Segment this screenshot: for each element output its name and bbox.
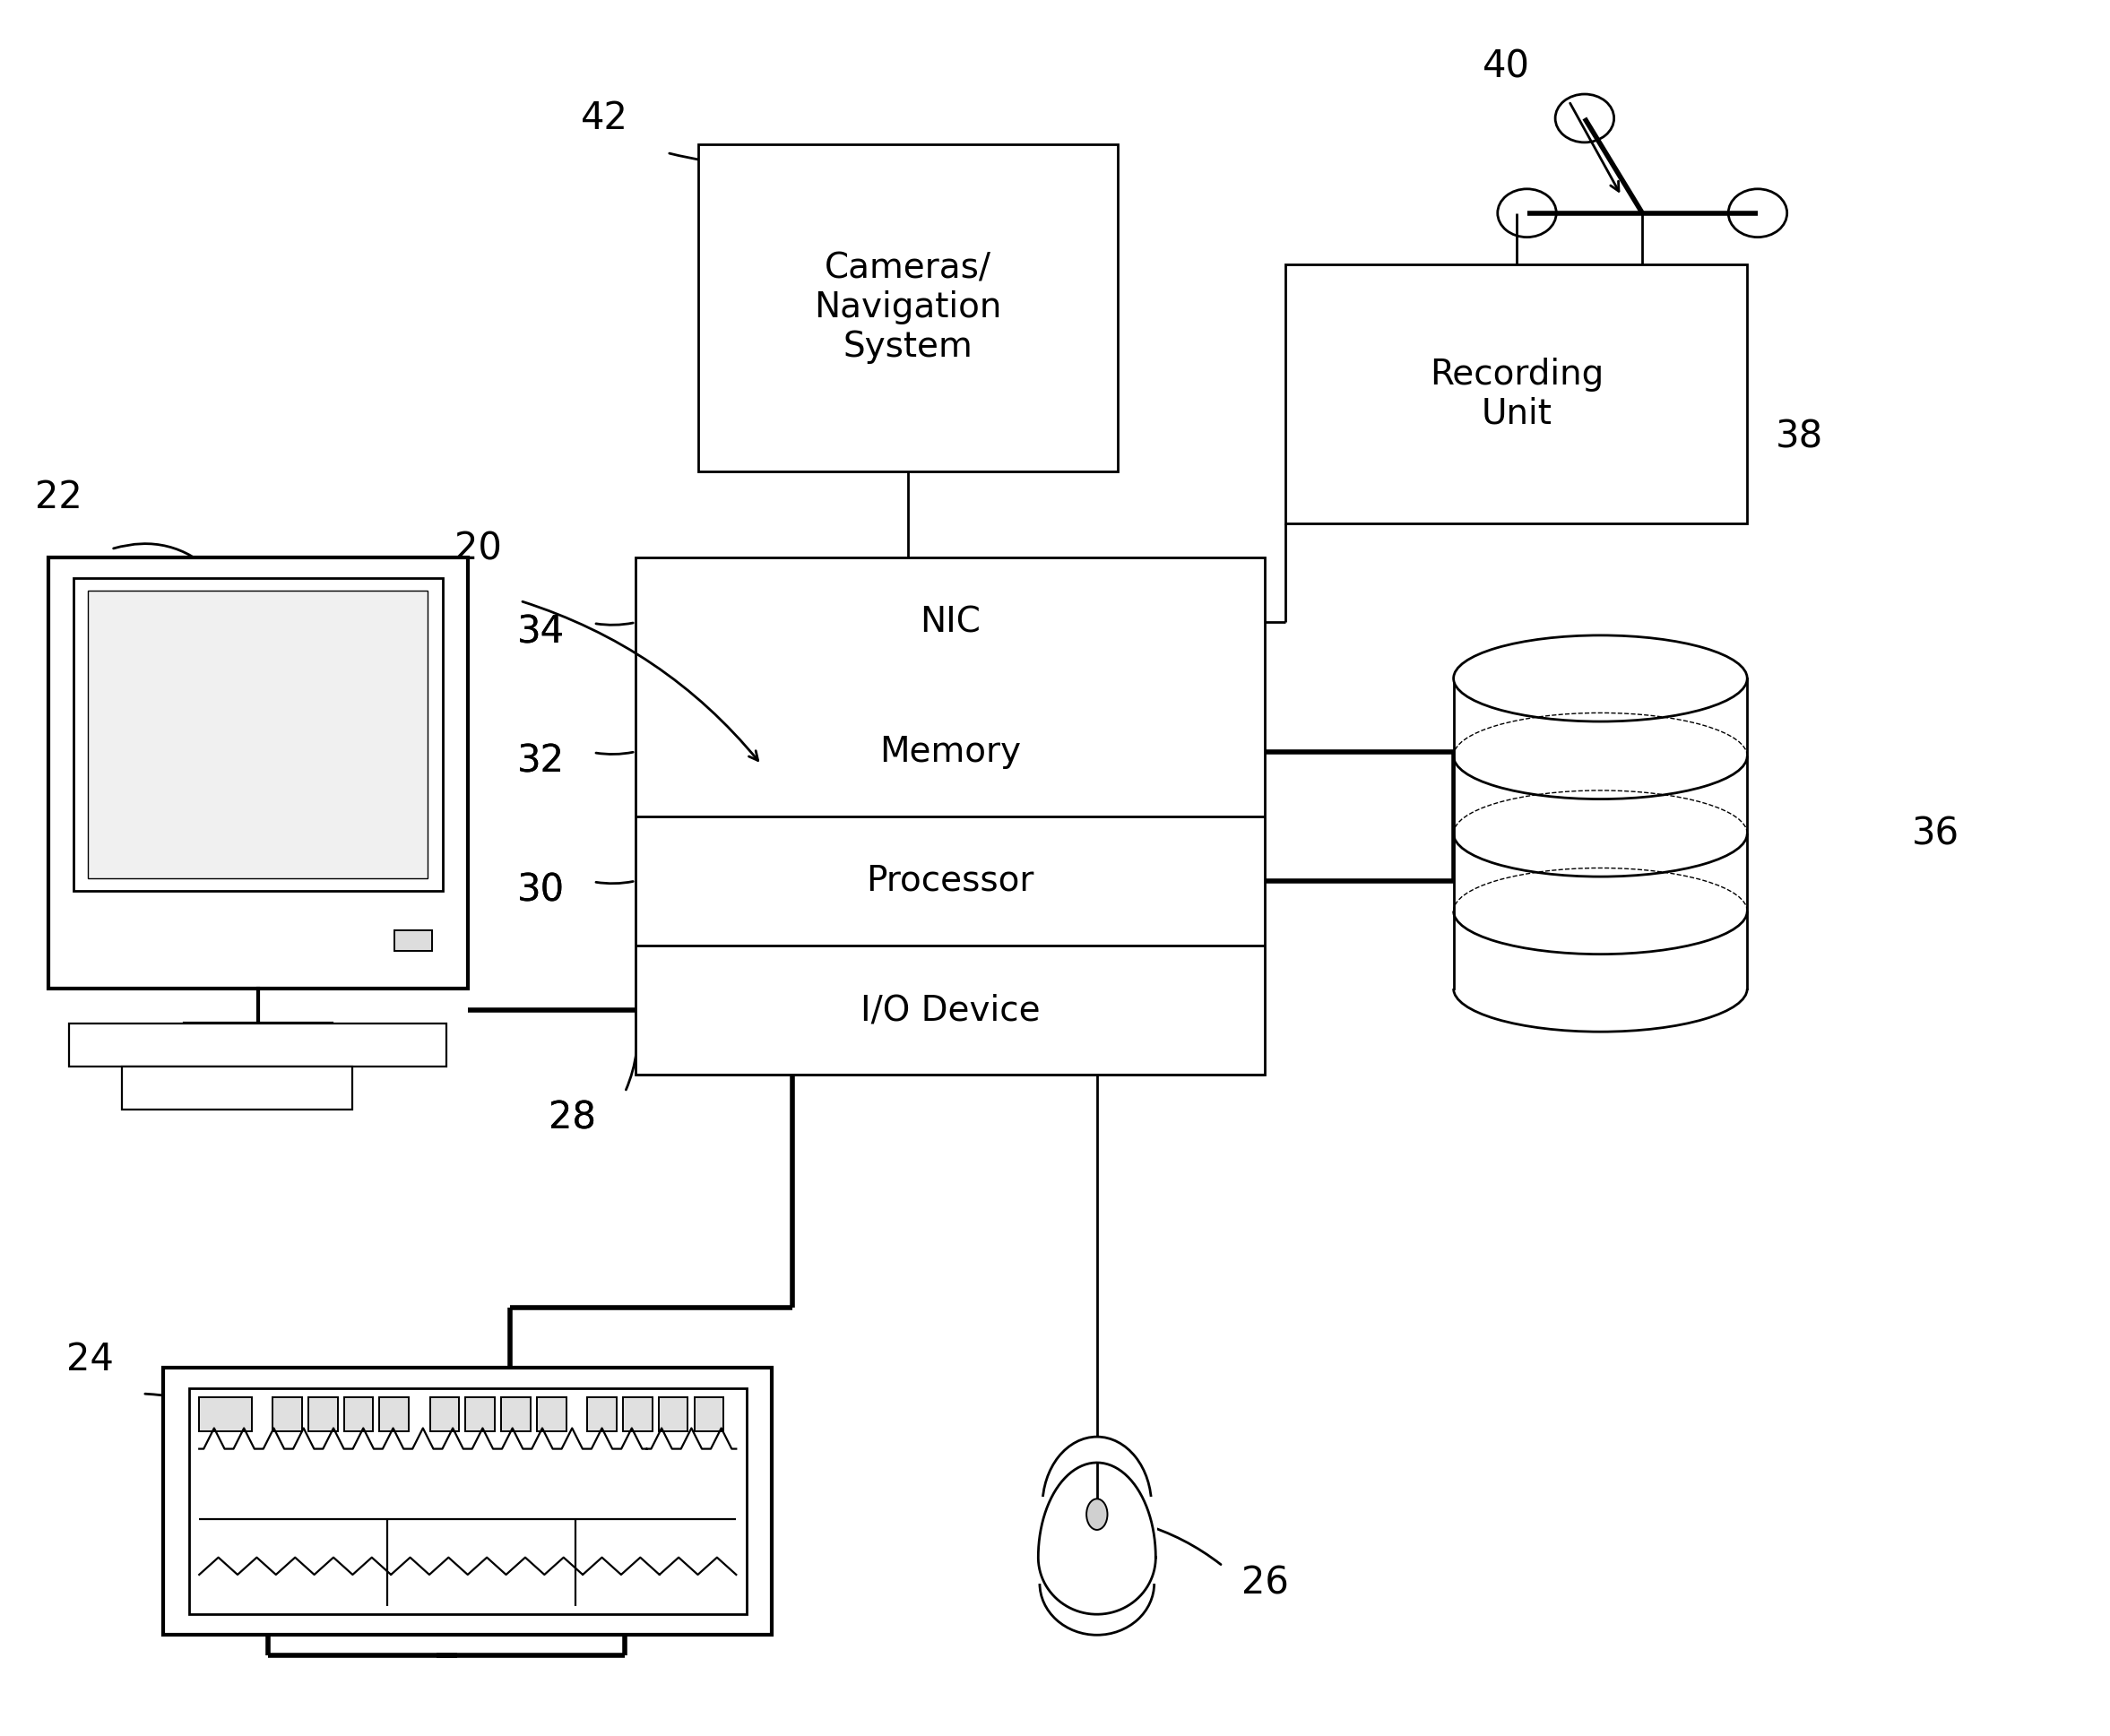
Bar <box>658 1397 688 1432</box>
FancyArrowPatch shape <box>146 1394 376 1500</box>
Bar <box>70 1023 447 1066</box>
Text: 38: 38 <box>1777 418 1823 457</box>
Text: 42: 42 <box>580 99 627 137</box>
Bar <box>165 1368 772 1635</box>
Bar <box>698 144 1118 472</box>
Text: 30: 30 <box>517 871 565 910</box>
FancyArrowPatch shape <box>1142 1524 1222 1564</box>
Bar <box>587 1397 616 1432</box>
Bar <box>49 557 468 988</box>
Bar <box>466 1397 496 1432</box>
Ellipse shape <box>1087 1498 1108 1529</box>
Bar <box>272 1397 302 1432</box>
Text: 34: 34 <box>517 613 565 651</box>
Text: 26: 26 <box>1241 1564 1289 1602</box>
FancyArrowPatch shape <box>114 543 215 573</box>
Text: Processor: Processor <box>865 865 1034 898</box>
Bar <box>1036 1496 1156 1583</box>
Bar <box>694 1397 724 1432</box>
Bar <box>308 1397 338 1432</box>
Text: 22: 22 <box>36 479 82 516</box>
Text: Cameras/
Navigation
System: Cameras/ Navigation System <box>814 252 1002 365</box>
Bar <box>198 1397 251 1432</box>
Text: 30: 30 <box>517 871 565 910</box>
Polygon shape <box>1454 679 1747 988</box>
Text: Memory: Memory <box>880 734 1021 769</box>
Bar <box>395 930 433 951</box>
Bar <box>74 578 443 891</box>
Bar <box>536 1397 565 1432</box>
Text: 32: 32 <box>517 743 565 779</box>
Bar <box>380 1397 409 1432</box>
Text: Recording
Unit: Recording Unit <box>1428 358 1604 431</box>
Text: 40: 40 <box>1481 47 1530 85</box>
Bar <box>188 1389 747 1614</box>
Text: 20: 20 <box>454 529 502 568</box>
Ellipse shape <box>1042 1437 1152 1575</box>
Bar <box>1285 266 1747 523</box>
Text: 28: 28 <box>549 1099 597 1137</box>
Bar <box>89 590 428 878</box>
Text: I/O Device: I/O Device <box>861 993 1040 1028</box>
Bar <box>502 1397 530 1432</box>
Text: 36: 36 <box>1912 814 1960 852</box>
FancyArrowPatch shape <box>595 752 633 753</box>
Bar <box>635 557 1264 1075</box>
FancyArrowPatch shape <box>627 1012 637 1090</box>
Ellipse shape <box>1454 635 1747 722</box>
Text: 32: 32 <box>517 743 565 779</box>
Text: NIC: NIC <box>920 606 981 639</box>
Polygon shape <box>1038 1463 1156 1614</box>
Bar <box>344 1397 373 1432</box>
Bar <box>122 1066 352 1109</box>
FancyArrowPatch shape <box>669 153 821 165</box>
Bar <box>430 1397 460 1432</box>
Text: 34: 34 <box>517 613 565 651</box>
Text: 28: 28 <box>549 1099 597 1137</box>
Ellipse shape <box>1040 1531 1154 1635</box>
Text: 24: 24 <box>65 1340 114 1378</box>
Bar <box>622 1397 652 1432</box>
FancyArrowPatch shape <box>595 882 633 884</box>
FancyArrowPatch shape <box>595 623 633 625</box>
